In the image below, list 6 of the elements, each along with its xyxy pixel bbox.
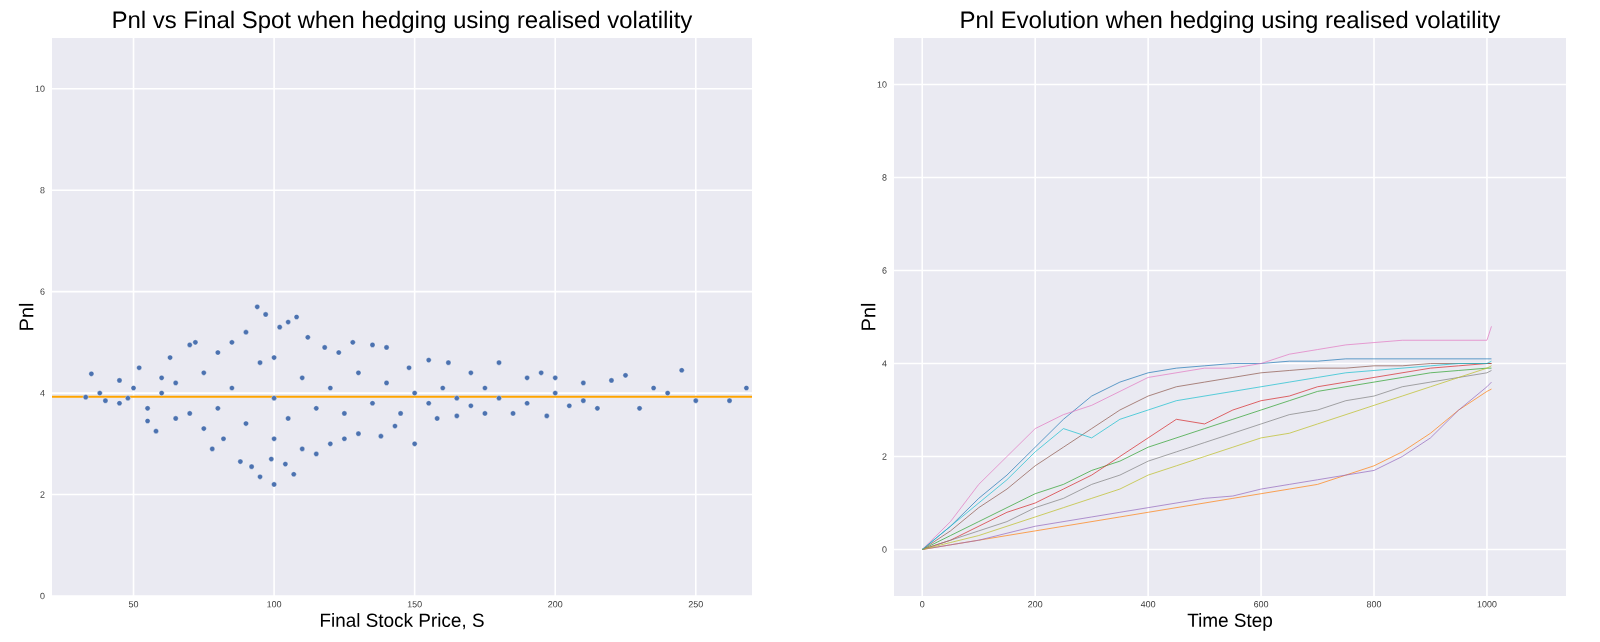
chart-title: Pnl Evolution when hedging using realised volatility — [961, 10, 1501, 34]
y-axis-title: Pnl — [860, 303, 876, 330]
x-axis-title: Time Step — [1187, 613, 1272, 631]
x-axis-title: Final Stock Price, S — [320, 613, 484, 630]
y-axis-title: Pnl — [18, 303, 34, 330]
chart-title: Pnl vs Final Spot when hedging using realised volatility — [113, 10, 693, 34]
